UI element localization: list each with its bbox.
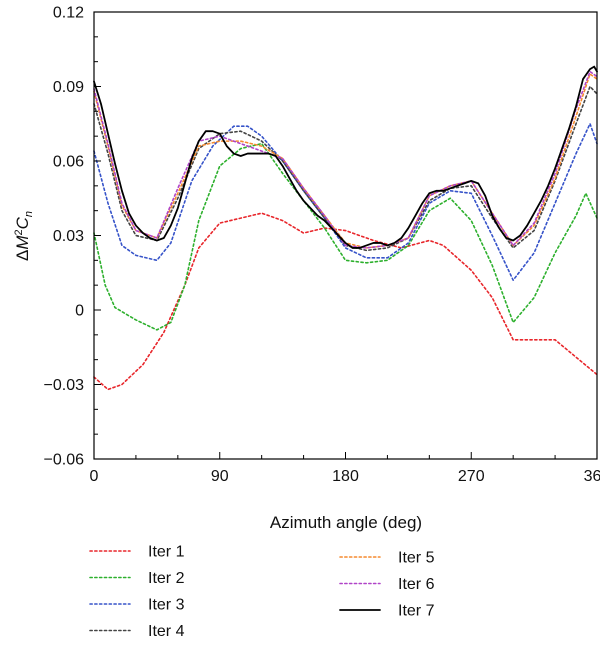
y-tick-label: 0.06 — [53, 154, 84, 171]
legend-label-iter-2: Iter 2 — [148, 570, 185, 587]
y-axis-title-m: M — [13, 235, 32, 250]
x-tick-label: 270 — [458, 468, 485, 485]
y-tick-label: 0.03 — [53, 228, 84, 245]
legend-label-iter-3: Iter 3 — [148, 597, 185, 614]
series-layer — [93, 65, 598, 391]
y-tick-label: 0.09 — [53, 79, 84, 96]
y-tick-label: −0.06 — [44, 452, 85, 469]
series-line-iter-3 — [93, 122, 598, 281]
x-tick-label: 0 — [90, 468, 99, 485]
x-tick-label: 360 — [584, 468, 600, 485]
y-axis-title: ΔM2Cn — [13, 211, 35, 261]
legend-label-iter-7: Iter 7 — [398, 603, 435, 620]
y-axis-title-delta: Δ — [13, 250, 32, 261]
y-axis-title-sub: n — [23, 211, 35, 217]
series-line-iter-7 — [93, 65, 598, 249]
y-tick-label: −0.03 — [44, 377, 85, 394]
series-line-iter-6 — [93, 70, 598, 249]
legend-label-iter-5: Iter 5 — [398, 550, 435, 567]
y-axis-title-sup: 2 — [13, 229, 25, 235]
legend-label-iter-4: Iter 4 — [148, 623, 185, 640]
series-line-iter-5 — [93, 73, 598, 249]
y-axis-title-c: C — [13, 216, 32, 229]
x-tick-label: 180 — [332, 468, 359, 485]
legend-label-iter-1: Iter 1 — [148, 544, 185, 561]
series-line-iter-1 — [93, 212, 598, 391]
series-line-iter-4 — [93, 85, 598, 252]
plot-frame — [93, 11, 598, 460]
legend: Iter 1 Iter 2 Iter 3 Iter 4 Iter 5 Iter 6 Iter… — [89, 544, 435, 640]
x-axis-title: Azimuth angle (deg) — [270, 513, 422, 532]
legend-label-iter-6: Iter 6 — [398, 576, 435, 593]
series-line-iter-2 — [93, 142, 598, 331]
y-tick-label: 0 — [75, 303, 84, 320]
y-tick-label: 0.12 — [53, 5, 84, 22]
axes: 0 90 180 270 360 −0.06 −0.03 0 0.03 0.06 0.09 0.12 — [44, 5, 600, 486]
x-tick-label: 90 — [211, 468, 229, 485]
